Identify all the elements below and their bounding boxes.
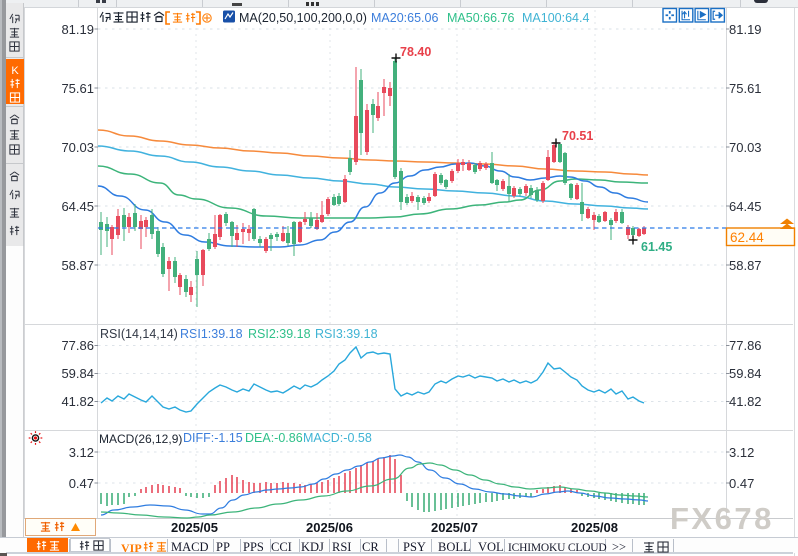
svg-text:78.40: 78.40 [400, 45, 431, 59]
svg-text:K: K [11, 65, 19, 77]
svg-text:61.45: 61.45 [641, 240, 672, 254]
svg-text:70.51: 70.51 [562, 129, 593, 143]
svg-text:62.44: 62.44 [730, 230, 764, 245]
